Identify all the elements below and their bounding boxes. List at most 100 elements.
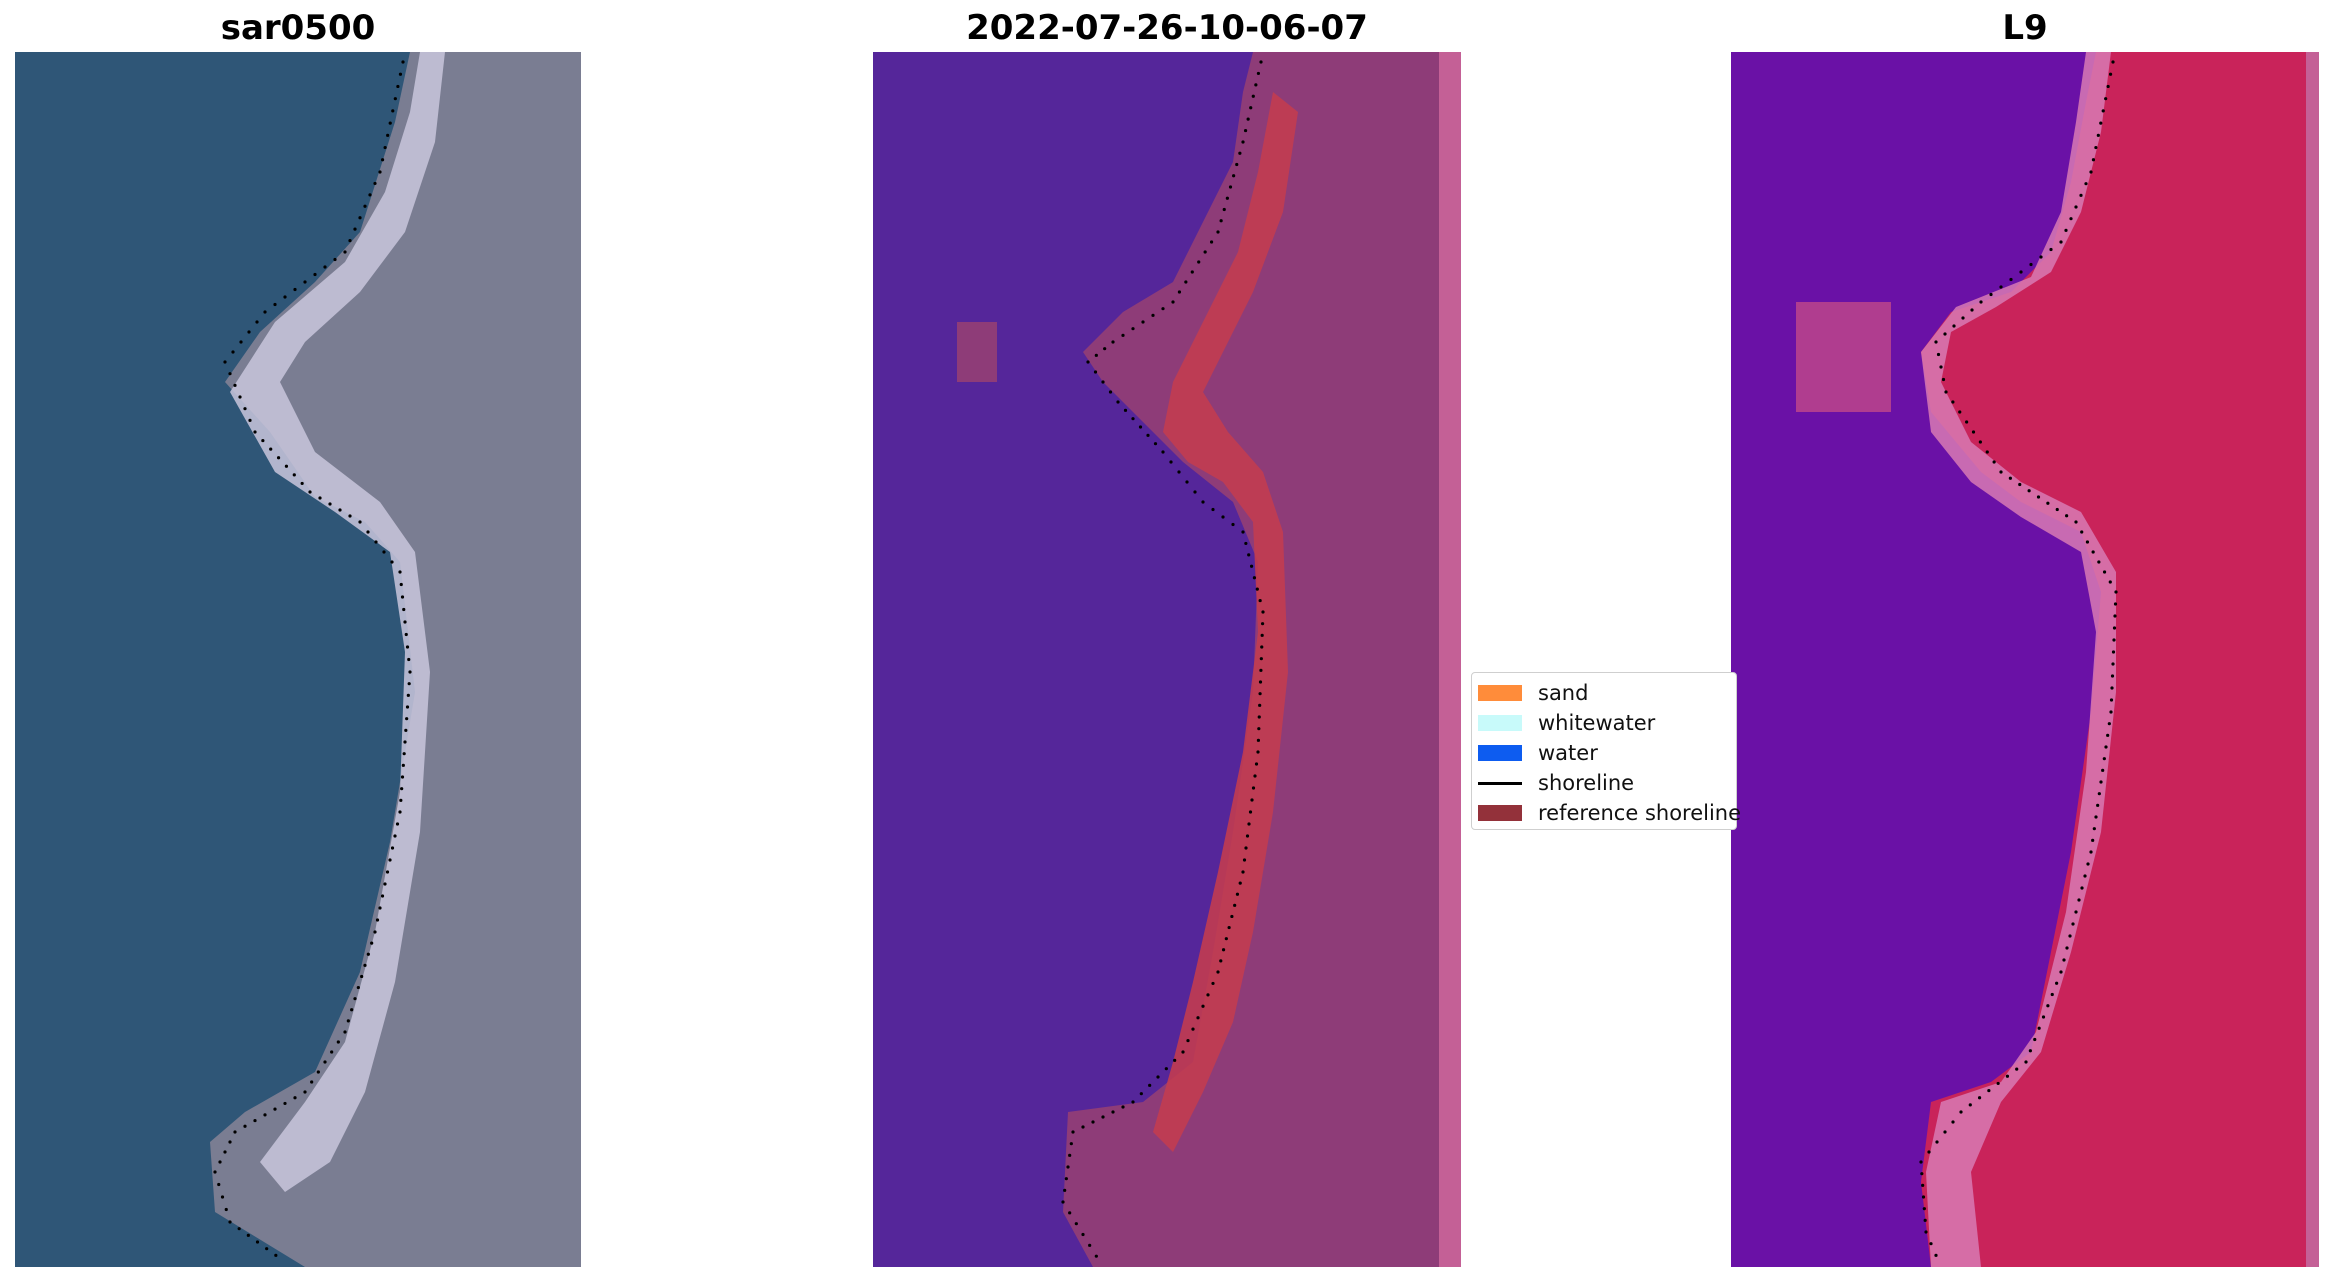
shoreline-dot [350,1008,354,1012]
shoreline-dot [1255,587,1259,591]
shoreline-dot [2097,560,2101,564]
shoreline-dot [276,456,281,460]
shoreline-dot [2074,205,2078,209]
shoreline-dot [1996,1081,2000,1086]
shoreline-dot [1088,1243,1092,1247]
shoreline-dot [399,582,403,587]
shoreline-dot [1971,430,1976,434]
shoreline-dot [1999,470,2003,474]
shoreline-dot [1965,420,1969,424]
shoreline-dot [368,193,372,197]
shoreline-dot [1074,1222,1078,1226]
shoreline-dot [1131,417,1135,421]
shoreline-dot [1231,522,1235,527]
shoreline-dot [1111,1110,1115,1114]
shoreline-dot [393,97,397,101]
shoreline-dot [1219,959,1223,963]
shoreline-dot [1221,948,1226,952]
shoreline-dot [2055,981,2059,985]
shoreline-dot [2050,992,2054,997]
shoreline-dot [380,894,385,898]
shoreline-dot [1101,1115,1105,1119]
shoreline-dot [1081,1125,1085,1129]
shoreline-dot [330,1050,334,1054]
shoreline-dot [313,272,317,277]
shoreline-dot [1201,500,1205,504]
shoreline-dot [1251,94,1255,98]
shoreline-dot [1081,1232,1085,1237]
shoreline-dot [1958,410,1962,414]
shoreline-dot [283,1101,287,1106]
shoreline-dot [1929,1242,1933,1246]
shoreline-dot [1256,71,1261,76]
shoreline-dot [1922,1207,1926,1211]
shoreline-dot [1225,196,1229,200]
shoreline-dot [1250,798,1254,802]
shoreline-dot [2111,60,2115,64]
shoreline-dot [2065,946,2069,950]
shoreline-dot [213,1170,217,1174]
shoreline-dot [2079,193,2083,197]
shoreline-dot [1959,1110,1963,1114]
shoreline-dot [1203,250,1207,254]
shoreline-dot [255,320,259,324]
shoreline-dot [318,496,322,500]
shoreline-dot [1197,260,1201,264]
shoreline-dot [1259,668,1263,672]
land-class-area [1063,52,1439,1267]
shoreline-dot [293,1096,297,1100]
shoreline-dot [1211,981,1215,986]
shoreline-dot [2046,501,2050,505]
shoreline-dot [1961,316,1965,320]
shoreline-dot [363,204,367,208]
bright-patch [1796,302,1891,412]
shoreline-dot [2111,650,2116,654]
shoreline-dot [1943,1130,1947,1134]
shoreline-dot [366,530,370,534]
shoreline-dot [1123,408,1128,412]
shoreline-dot [1228,185,1233,189]
shoreline-dot [2111,662,2115,666]
shoreline-dot [2068,934,2072,938]
shoreline-dot [1259,657,1263,661]
legend-item-shoreline: shoreline [1478,769,1634,797]
shoreline-dot [2033,1037,2037,1042]
shoreline-dot [2009,277,2013,282]
panel-title-index: L9 [2002,8,2048,48]
shoreline-dot [1241,530,1245,534]
index-image-panel [1731,52,2319,1267]
reference-shoreline-swatch-icon [1478,805,1522,821]
shoreline-dot [273,302,277,307]
shoreline-dot [404,632,408,637]
shoreline-dot [1987,1088,1991,1093]
shoreline-dot [2104,97,2108,101]
shoreline-dot [2107,722,2111,726]
shoreline-dot [316,1070,320,1074]
shoreline-dot [1068,1211,1072,1215]
legend-item-water: water [1478,739,1598,767]
shoreline-dot [247,330,251,334]
shoreline-dot [1181,1050,1185,1054]
shoreline-dot [1216,970,1220,974]
shoreline-dot [1943,332,1947,336]
shoreline-dot [2008,476,2012,480]
shoreline-dot [1161,307,1165,311]
shoreline-dot [2062,958,2066,962]
classified-image-panel [873,52,1461,1267]
land-index-area [1921,52,2319,1267]
land-area [210,52,581,1267]
shoreline-dot [1258,703,1262,707]
shoreline-dot [1103,347,1107,351]
shoreline-dot [395,822,400,826]
land-class-patch [957,322,997,382]
shoreline-dot [2106,84,2110,89]
shoreline-dot [218,1160,222,1164]
shoreline-dot [2041,1015,2046,1019]
shoreline-dot [1222,207,1226,212]
shoreline-dot [233,1130,237,1134]
shoreline-dot [1094,353,1098,357]
shoreline-dot [348,514,352,518]
legend-label: reference shoreline [1538,801,1742,825]
shoreline-dot [2074,910,2078,914]
edge-strip [1439,52,1461,1267]
